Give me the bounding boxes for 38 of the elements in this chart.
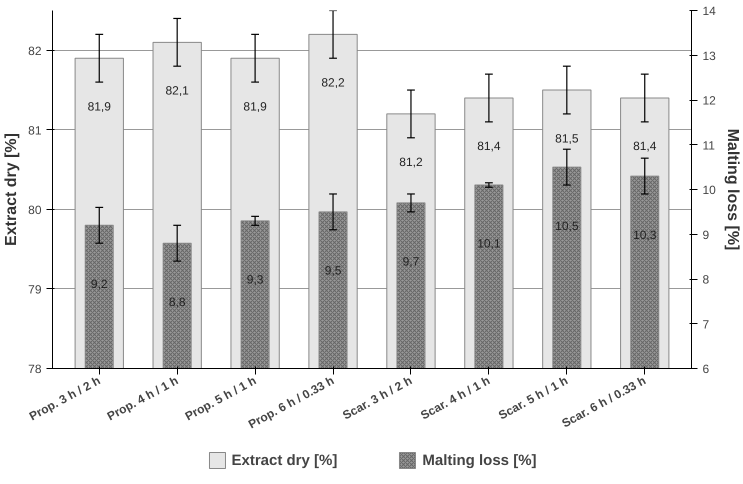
y2-tick-label: 9 xyxy=(702,228,710,242)
y-tick-label: 79 xyxy=(28,282,42,296)
data-label: 9,7 xyxy=(402,254,420,269)
x-tick-label: Prop. 4 h / 1 h xyxy=(104,373,181,424)
data-label: 10,1 xyxy=(477,236,501,251)
data-label: 10,5 xyxy=(555,218,579,233)
y-tick-label: 81 xyxy=(28,123,42,138)
data-label: 8,8 xyxy=(168,294,186,309)
data-label: 9,2 xyxy=(90,276,108,291)
y2-tick-label: 14 xyxy=(702,4,716,18)
data-label: 81,4 xyxy=(633,139,657,154)
y2-tick-label: 13 xyxy=(702,48,716,63)
data-label: 9,5 xyxy=(324,264,342,278)
data-label: 81,9 xyxy=(243,99,268,114)
data-label: 81,9 xyxy=(88,99,112,114)
y2-tick-label: 6 xyxy=(702,362,710,376)
legend-label: Extract dry [%] xyxy=(231,452,338,468)
data-label: 81,2 xyxy=(399,155,423,170)
y-tick-label: 78 xyxy=(28,362,42,376)
data-label: 10,3 xyxy=(633,228,657,242)
data-label: 81,5 xyxy=(555,131,579,146)
legend-label: Malting loss [%] xyxy=(422,452,537,468)
y2-axis-title: Malting loss [%] xyxy=(724,128,741,250)
y2-tick-label: 10 xyxy=(702,183,716,197)
x-tick-label: Prop. 3 h / 2 h xyxy=(26,373,103,424)
x-tick-label: Scar. 4 h / 1 h xyxy=(418,373,492,422)
y2-tick-label: 12 xyxy=(702,94,716,108)
y2-tick-label: 7 xyxy=(702,317,710,332)
data-label: 81,4 xyxy=(477,139,501,154)
x-tick-label: Scar. 3 h / 2 h xyxy=(340,373,414,422)
data-label: 82,1 xyxy=(166,84,190,98)
y2-tick-label: 8 xyxy=(702,272,710,286)
y2-tick-label: 11 xyxy=(702,138,716,152)
y-tick-label: 82 xyxy=(28,44,42,58)
data-label: 82,2 xyxy=(321,76,346,90)
data-label: 9,3 xyxy=(246,272,264,286)
y-axis-title: Extract dry [%] xyxy=(3,133,20,246)
y-tick-label: 80 xyxy=(28,202,42,217)
